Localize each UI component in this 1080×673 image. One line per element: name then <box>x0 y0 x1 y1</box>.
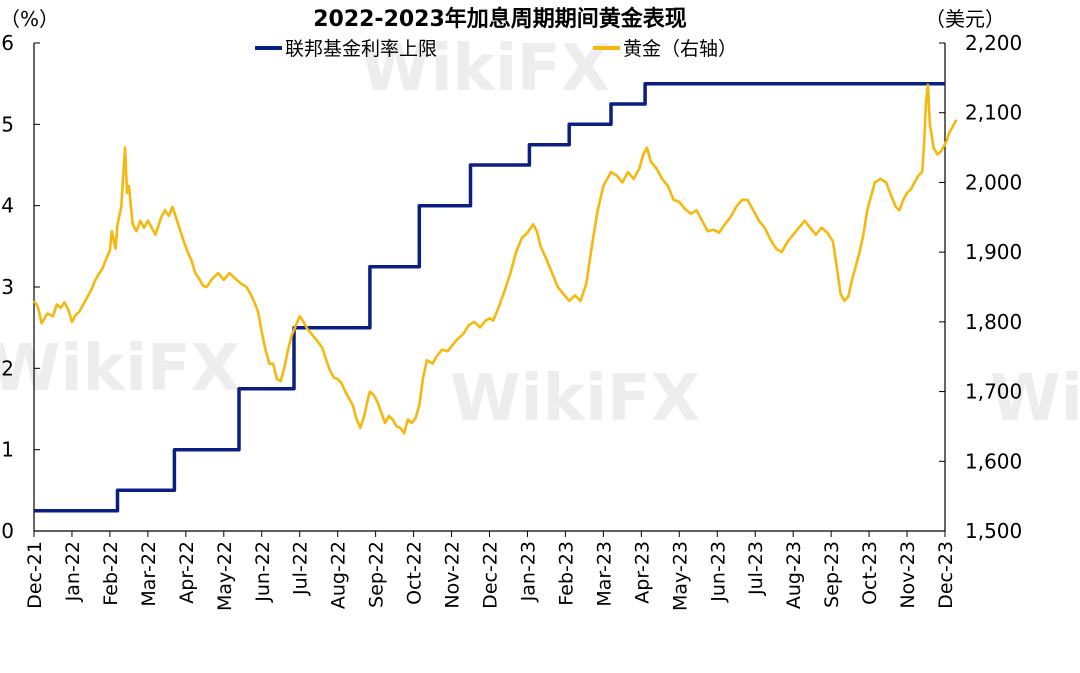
left-tick-label: 3 <box>1 275 14 299</box>
x-tick-label: Aug-23 <box>783 541 805 609</box>
series-layer <box>32 81 958 513</box>
x-tick-label: Mar-22 <box>138 541 160 607</box>
left-tick-label: 1 <box>1 438 14 462</box>
x-tick-label: Jun-23 <box>707 541 729 603</box>
plot-axes <box>33 43 946 532</box>
legend-label-gold: 黄金（右轴） <box>623 38 737 60</box>
left-tick-label: 4 <box>1 194 14 218</box>
x-tick-label: Jan-22 <box>62 541 84 602</box>
series-line-fed-rate <box>34 81 945 513</box>
right-tick-label: 2,000 <box>965 170 1022 194</box>
x-tick-label: Jan-23 <box>517 541 539 602</box>
right-tick-label: 2,100 <box>965 101 1022 125</box>
right-tick-label: 1,500 <box>965 519 1022 543</box>
x-tick-label: May-23 <box>669 541 691 611</box>
x-tick-label: Feb-23 <box>555 541 577 606</box>
x-tick-label: Dec-23 <box>935 541 957 609</box>
legend: 联邦基金利率上限 黄金（右轴） <box>255 38 737 60</box>
left-tick-label: 2 <box>1 356 14 380</box>
x-tick-label: Jun-22 <box>252 541 274 603</box>
left-axis-unit: （%） <box>0 7 59 31</box>
x-tick-label: Oct-22 <box>404 541 426 605</box>
chart-title: 2022-2023年加息周期期间黄金表现 <box>313 6 687 32</box>
watermark-right: WikiFX <box>990 362 1080 436</box>
x-tick-label: Jul-22 <box>290 541 312 596</box>
x-tick-label: Dec-22 <box>480 541 502 609</box>
watermark-top: WikiFX <box>360 32 610 106</box>
right-tick-label: 1,700 <box>965 380 1022 404</box>
x-tick-label: Oct-23 <box>859 541 881 605</box>
x-tick-label: Apr-23 <box>631 541 653 604</box>
left-tick-label: 6 <box>1 31 14 55</box>
x-axis-ticks: Dec-21 Jan-22 Feb-22 Mar-22 Apr-22 May-22 Jun-… <box>24 531 957 611</box>
right-tick-label: 1,900 <box>965 240 1022 264</box>
right-axis-ticks: 1,500 1,600 1,700 1,800 1,900 2,000 2,100 2,200 <box>939 31 1022 543</box>
x-tick-label: Dec-21 <box>24 541 46 609</box>
x-tick-label: Nov-23 <box>897 541 919 609</box>
right-tick-label: 1,800 <box>965 310 1022 334</box>
right-tick-label: 2,200 <box>965 31 1022 55</box>
x-tick-label: Jul-23 <box>745 541 767 596</box>
series-line-gold <box>32 83 958 435</box>
watermark-left: WikiFX <box>0 332 240 406</box>
watermark-layer: WikiFX WikiFX WikiFX WikiFX <box>0 32 1080 436</box>
right-axis-unit: （美元） <box>925 7 1005 31</box>
x-tick-label: May-22 <box>214 541 236 611</box>
left-axis-ticks: 0 1 2 3 4 5 6 <box>1 31 40 543</box>
x-tick-label: Sep-23 <box>821 541 843 608</box>
left-tick-label: 0 <box>1 519 14 543</box>
x-tick-label: Sep-22 <box>366 541 388 608</box>
right-tick-label: 1,600 <box>965 449 1022 473</box>
legend-label-fed-rate: 联邦基金利率上限 <box>285 38 437 60</box>
left-tick-label: 5 <box>1 112 14 136</box>
x-tick-label: Nov-22 <box>442 541 464 609</box>
watermark-center: WikiFX <box>450 362 700 436</box>
x-tick-label: Aug-22 <box>328 541 350 609</box>
x-tick-label: Apr-22 <box>176 541 198 604</box>
x-tick-label: Mar-23 <box>593 541 615 607</box>
x-tick-label: Feb-22 <box>100 541 122 606</box>
